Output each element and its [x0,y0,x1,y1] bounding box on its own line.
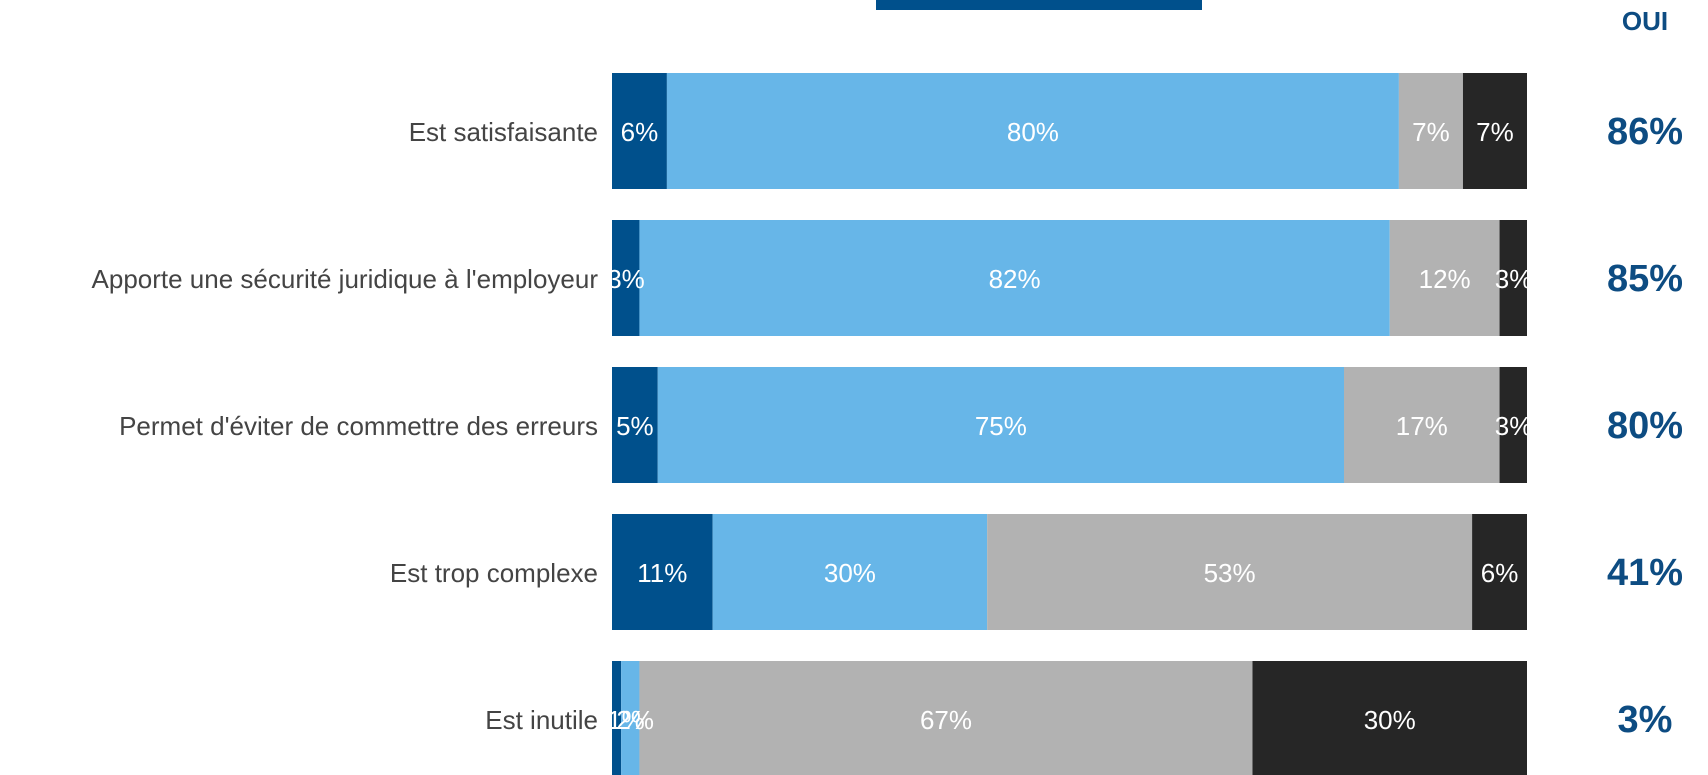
bar-segment [712,514,988,630]
data-label: 30% [1364,705,1416,735]
data-label: 75% [975,411,1027,441]
data-label: 3% [607,264,645,294]
bar-segment [1389,220,1500,336]
data-label: 5% [616,411,654,441]
bar-segment [639,220,1390,336]
category-label: Est trop complexe [390,558,598,588]
bar-segment [657,367,1344,483]
category-label: Permet d'éviter de commettre des erreurs [119,411,598,441]
bar-segment [639,661,1253,775]
bar-segment [1252,661,1527,775]
bar-segment [1398,73,1463,189]
bar-segment [1462,73,1527,189]
data-label: 67% [920,705,972,735]
bar-segment [1344,367,1500,483]
category-label: Apporte une sécurité juridique à l'emplo… [92,264,599,294]
data-label: 11% [637,558,687,588]
data-label: 17% [1396,411,1448,441]
total-value: 3% [1618,699,1673,741]
data-label: 12% [1419,264,1471,294]
bar-segment [1499,367,1527,483]
bar-segment [1472,514,1527,630]
data-label: 1% [607,705,645,735]
data-label: 2% [616,705,654,735]
header-legend-bar [876,0,1202,10]
data-label: 30% [824,558,876,588]
bar-segment [621,661,640,775]
total-value: 41% [1607,552,1683,594]
category-label: Est satisfaisante [409,117,598,147]
bar-segment [666,73,1399,189]
data-label: 7% [1476,117,1514,147]
bar-segment [612,514,713,630]
bar-segment [987,514,1473,630]
data-label: 80% [1007,117,1059,147]
data-label: 53% [1204,558,1256,588]
data-label: 3% [1495,411,1533,441]
total-value: 86% [1607,111,1683,153]
data-label: 6% [621,117,659,147]
bar-segment [1499,220,1527,336]
bar-segment [612,73,667,189]
total-value: 85% [1607,258,1683,300]
oui-column-header: OUI [1621,6,1669,36]
category-label: Est inutile [485,705,598,735]
data-label: 6% [1481,558,1519,588]
total-value: 80% [1607,405,1683,447]
data-label: 3% [1495,264,1533,294]
data-label: 82% [989,264,1041,294]
bar-segment [612,220,640,336]
bar-segment [612,661,622,775]
bar-segment [612,367,658,483]
data-label: 7% [1412,117,1450,147]
